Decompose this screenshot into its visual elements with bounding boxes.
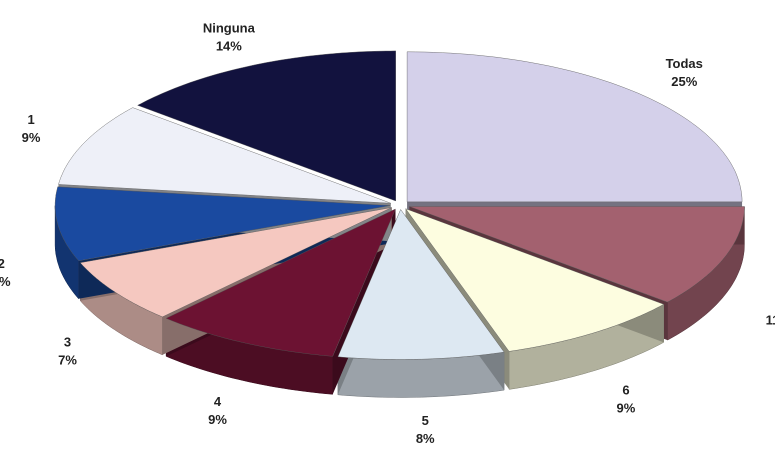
value-label: 9% [617, 400, 636, 415]
slice-label: 2 [0, 256, 5, 271]
pie-slice [409, 206, 745, 303]
slice-label: 5 [422, 413, 429, 428]
value-label: 14% [216, 39, 242, 54]
value-label: 9% [208, 412, 227, 427]
pie-slice [137, 50, 396, 202]
slice-label: 3 [64, 335, 71, 350]
pie-slice [58, 107, 391, 204]
slice-label: 1 [27, 112, 34, 127]
slice-label: Ninguna [203, 21, 256, 36]
pie-slice [406, 51, 743, 203]
slice-label: Todas [666, 56, 703, 71]
value-label: 8% [0, 274, 11, 289]
pie-slice [337, 209, 505, 360]
slice-label: 6 [622, 382, 629, 397]
pie-slice [79, 207, 392, 318]
value-label: 9% [22, 130, 41, 145]
slice-label: 4 [214, 394, 222, 409]
pie-slice [165, 208, 396, 357]
value-label: 7% [58, 353, 77, 368]
value-label: 8% [416, 431, 435, 446]
pie-slice [54, 186, 391, 262]
pie-slice [405, 208, 665, 352]
value-label: 25% [671, 74, 697, 89]
value-label: 11% [766, 312, 775, 327]
